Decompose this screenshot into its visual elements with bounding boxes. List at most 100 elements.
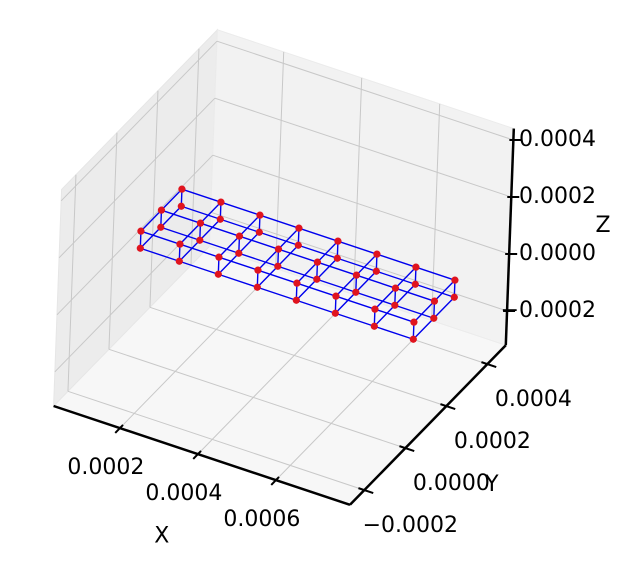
lattice-edge xyxy=(179,222,201,245)
lattice-edge xyxy=(277,244,299,267)
y-axis-label: Y xyxy=(484,472,499,497)
lattice-edge xyxy=(298,244,338,259)
grid-line xyxy=(353,77,363,295)
lattice-edge xyxy=(199,218,221,241)
lattice-edge xyxy=(259,214,300,229)
lattice-edge xyxy=(316,240,339,263)
lattice-edge xyxy=(335,295,376,310)
lattice-edge xyxy=(335,274,357,297)
lattice-node xyxy=(217,198,225,206)
lattice-node xyxy=(411,280,419,288)
lattice-edge xyxy=(295,278,318,301)
lattice-edge xyxy=(239,235,279,250)
grid-line xyxy=(56,154,214,316)
lattice-node xyxy=(292,296,300,304)
z-axis-label: Z xyxy=(595,213,610,238)
lattice-node xyxy=(216,215,224,223)
grid-line xyxy=(67,174,77,392)
lattice-node xyxy=(451,276,459,284)
lattice-edge xyxy=(335,312,375,327)
lattice-node xyxy=(412,263,420,271)
lattice-node xyxy=(255,228,263,236)
lattice-edge xyxy=(181,188,222,203)
x-axis-label: X xyxy=(154,523,169,548)
lattice-edge xyxy=(277,265,318,280)
grid-line xyxy=(431,103,441,321)
lattice-edge xyxy=(394,304,435,319)
lattice-edge xyxy=(257,248,279,271)
lattice-node xyxy=(391,284,400,292)
lattice-node xyxy=(175,257,183,265)
grid-line xyxy=(108,348,406,449)
lattice-node xyxy=(409,335,417,343)
x-tick xyxy=(192,450,202,460)
lattice-node xyxy=(352,271,361,279)
lattice-edge xyxy=(178,239,201,262)
lattice-edge xyxy=(217,252,240,275)
lattice-edge xyxy=(238,252,279,267)
lattice-edge xyxy=(373,304,396,327)
grid-line xyxy=(60,40,218,202)
lattice-edge xyxy=(355,270,377,293)
grid-line xyxy=(275,320,433,481)
lattice-node xyxy=(176,240,184,248)
x-tick-label: 0.0004 xyxy=(145,481,222,506)
lattice-edge xyxy=(316,257,338,280)
lattice-edge xyxy=(413,300,435,323)
lattice-node xyxy=(295,224,303,232)
y-tick xyxy=(358,487,374,495)
lattice-edge xyxy=(376,253,417,268)
lattice-edge xyxy=(374,287,396,310)
lattice-edge xyxy=(140,209,162,232)
y-tick-label: 0.0002 xyxy=(454,429,531,454)
y-tick-label: −0.0002 xyxy=(363,513,458,538)
lattice-edge xyxy=(139,226,162,249)
lattice-node xyxy=(373,250,381,258)
lattice-node xyxy=(370,322,378,330)
lattice-node xyxy=(371,305,379,313)
lattice-edge xyxy=(257,286,297,301)
lattice-node xyxy=(391,301,399,309)
x-axis xyxy=(53,404,351,506)
lattice-node xyxy=(332,292,340,300)
x-tick-label: 0.0002 xyxy=(67,455,144,480)
lattice-edge xyxy=(412,317,435,340)
grid-line xyxy=(119,268,277,429)
lattice-edge xyxy=(220,218,260,233)
y-tick xyxy=(399,445,415,453)
lattice-edge xyxy=(395,287,435,302)
z-axis xyxy=(504,128,516,346)
lattice-edge xyxy=(238,214,261,237)
lattice-edge xyxy=(179,260,219,275)
grid-line xyxy=(216,40,514,141)
grid-line xyxy=(67,390,365,491)
lattice-edge xyxy=(355,291,396,306)
grid-line xyxy=(149,90,159,308)
lattice-node xyxy=(410,318,418,326)
lattice-node xyxy=(430,314,438,322)
lattice-edge xyxy=(415,266,456,281)
grid-line xyxy=(108,132,118,350)
lattice-edge xyxy=(337,240,378,255)
lattice-node xyxy=(274,245,283,253)
lattice-edge xyxy=(199,201,222,224)
lattice-edge xyxy=(257,269,298,284)
grid-line xyxy=(212,154,510,255)
lattice-node xyxy=(450,293,458,301)
lattice-node xyxy=(196,236,204,244)
y-tick xyxy=(481,361,497,369)
lattice-node xyxy=(372,267,380,275)
lattice-node xyxy=(293,279,301,287)
lattice-edge xyxy=(356,274,396,289)
lattice-node xyxy=(157,223,165,231)
grid-line xyxy=(275,51,285,269)
lattice-node xyxy=(177,202,185,210)
x-tick-label: 0.0006 xyxy=(223,507,300,532)
lattice-edge xyxy=(218,235,240,258)
lattice-edge xyxy=(181,205,221,220)
y-axis xyxy=(349,344,507,506)
y-tick xyxy=(440,403,456,411)
lattice-node xyxy=(214,270,222,278)
lattice-node xyxy=(254,266,262,274)
